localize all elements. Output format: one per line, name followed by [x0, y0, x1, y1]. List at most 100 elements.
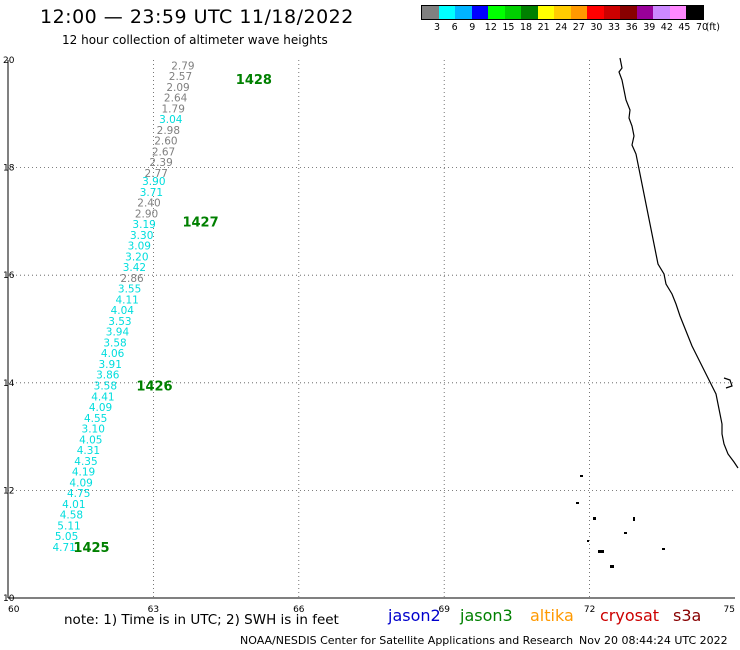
swh-value: 2.90: [135, 208, 158, 220]
swh-value: 4.01: [62, 499, 85, 511]
satellite-s3a: s3a: [673, 606, 702, 625]
legend-swatch: [587, 6, 604, 19]
swh-value: 4.31: [77, 445, 100, 457]
satellite-track: 2.792.572.092.641.793.042.982.602.672.39…: [52, 60, 194, 554]
legend-swatch: [422, 6, 439, 19]
islands: [576, 475, 665, 568]
swh-value: 2.09: [166, 82, 189, 94]
swh-value: 4.11: [115, 294, 138, 306]
swh-value: 3.04: [159, 114, 183, 126]
swh-value: 2.67: [152, 146, 175, 158]
lon-tick-label: 72: [584, 605, 595, 615]
legend-labels: 3 6 9 12 15 18 21 24 27 30 33 36 39 42 45 70 (ft): [421, 20, 720, 34]
legend-swatch: [537, 6, 554, 19]
swh-value: 4.09: [89, 402, 112, 414]
swh-value: 3.42: [123, 262, 146, 274]
legend-label: 9: [469, 22, 476, 33]
lon-tick-label: 60: [8, 605, 20, 615]
lon-tick-label: 63: [148, 605, 159, 615]
legend-label: 42: [660, 22, 673, 33]
swh-value: 4.58: [60, 510, 83, 522]
island: [633, 517, 635, 521]
swh-value: 2.57: [169, 71, 192, 83]
pass-time-label: 1425: [73, 541, 109, 556]
swh-value: 4.06: [101, 348, 125, 360]
lat-tick-label: 10: [3, 594, 15, 604]
swh-value: 4.05: [79, 434, 102, 446]
swh-value: 3.53: [108, 316, 131, 328]
legend-label: 12: [484, 22, 497, 33]
swh-value: 3.71: [140, 187, 163, 199]
swh-value: 2.77: [145, 168, 168, 180]
coastline-path: [618, 57, 739, 469]
swh-value: 3.90: [142, 176, 165, 188]
swh-value: 3.30: [130, 230, 153, 242]
legend-label: 15: [502, 22, 515, 33]
swh-value: 5.11: [57, 520, 80, 532]
pass-time-label: 1428: [236, 73, 272, 88]
pass-time-label: 1427: [182, 215, 218, 230]
swh-value: 3.10: [82, 424, 105, 436]
satellite-jason2: jason2: [388, 606, 441, 625]
legend-swatch: [620, 6, 637, 19]
legend-label: 36: [625, 22, 638, 33]
legend-label: 18: [520, 22, 533, 33]
legend-label: 6: [451, 22, 458, 33]
swh-value: 3.19: [132, 219, 155, 231]
swh-value: 4.55: [84, 413, 107, 425]
legend-label: 45: [678, 22, 691, 33]
swh-value: 2.64: [164, 93, 188, 105]
lat-tick-label: 16: [3, 271, 15, 281]
island: [593, 517, 596, 520]
swh-value: 5.05: [55, 531, 78, 543]
swh-value: 4.35: [74, 456, 97, 468]
timestamp: Nov 20 08:44:24 UTC 2022: [579, 634, 728, 647]
legend-label: 3: [434, 22, 441, 33]
swh-value: 2.40: [137, 198, 160, 210]
swh-value: 3.94: [106, 327, 130, 339]
legend-label: 21: [537, 22, 550, 33]
legend-swatch: [653, 6, 670, 19]
satellite-jason3: jason3: [460, 606, 513, 625]
swh-value: 3.20: [125, 251, 148, 263]
legend-swatch: [455, 6, 472, 19]
swh-value: 4.75: [67, 488, 90, 500]
legend-label: 70: [696, 22, 709, 33]
island: [624, 532, 627, 534]
legend-label: 24: [555, 22, 568, 33]
swh-value: 3.55: [118, 284, 141, 296]
legend-label: 39: [643, 22, 656, 33]
legend-label: 33: [608, 22, 621, 33]
lat-tick-label: 12: [3, 486, 14, 496]
credit-line: NOAA/NESDIS Center for Satellite Applica…: [240, 634, 574, 647]
island: [598, 550, 604, 553]
legend-swatch: [636, 6, 653, 19]
swh-value: 2.98: [157, 125, 180, 137]
pass-times: 1428 1427 1426 1425: [73, 73, 272, 556]
island: [610, 565, 614, 568]
legend-label: 27: [572, 22, 585, 33]
lon-tick-label: 66: [293, 605, 305, 615]
legend-swatch: [504, 6, 521, 19]
swh-value: 3.91: [99, 359, 122, 371]
swh-value: 3.86: [96, 370, 120, 382]
swh-value: 2.79: [171, 60, 194, 72]
lat-tick-label: 18: [3, 164, 15, 174]
satellite-altika: altika: [530, 606, 574, 625]
swh-value: 3.09: [128, 241, 151, 253]
legend-swatch: [686, 6, 703, 19]
legend-swatches: [421, 5, 704, 20]
satellite-cryosat: cryosat: [600, 606, 660, 625]
swh-value: 2.60: [154, 136, 177, 148]
coastline-inlet: [723, 377, 733, 389]
swh-value: 2.86: [120, 273, 144, 285]
lat-tick-label: 14: [3, 379, 15, 389]
pass-time-label: 1426: [136, 379, 172, 394]
wave-height-legend: 3 6 9 12 15 18 21 24 27 30 33 36 39 42 45 70 (ft): [421, 5, 720, 34]
legend-unit: (ft): [705, 22, 720, 33]
page-title: 12:00 — 23:59 UTC 11/18/2022: [40, 6, 354, 28]
swh-value: 1.79: [162, 103, 185, 115]
swh-value: 3.58: [103, 337, 126, 349]
swh-value: 4.04: [111, 305, 135, 317]
